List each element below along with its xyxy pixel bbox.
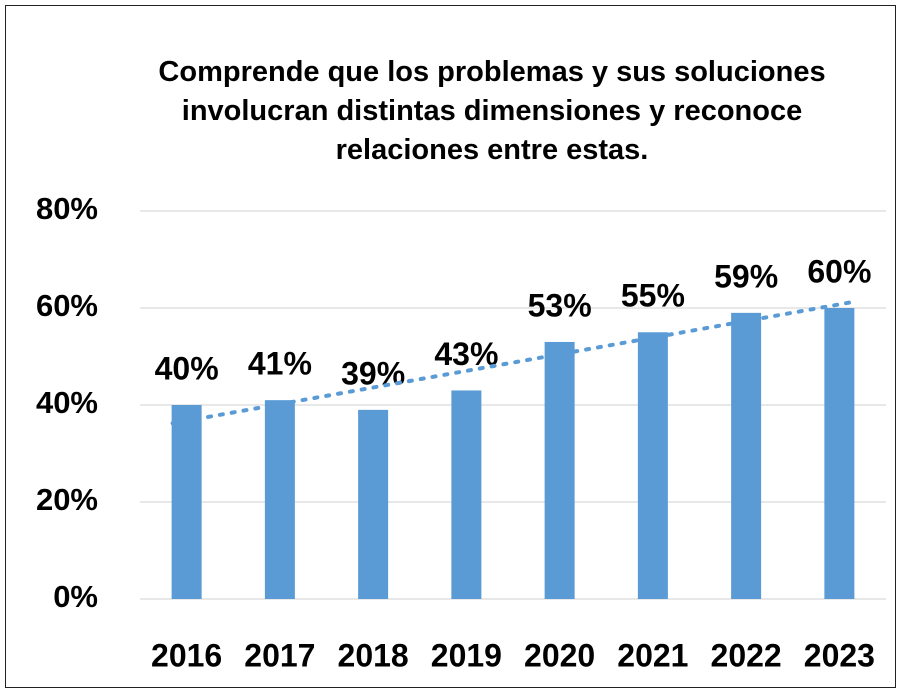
x-tick-label: 2017 bbox=[244, 637, 315, 673]
bar bbox=[544, 341, 575, 599]
bar bbox=[637, 332, 668, 599]
data-label: 43% bbox=[434, 336, 498, 372]
data-label: 40% bbox=[155, 350, 219, 386]
bar bbox=[824, 308, 855, 599]
x-tick-label: 2020 bbox=[524, 637, 595, 673]
y-tick-label: 20% bbox=[36, 482, 98, 517]
chart-border bbox=[5, 5, 896, 688]
bar bbox=[451, 390, 482, 599]
y-tick-label: 0% bbox=[53, 579, 98, 614]
bar bbox=[264, 400, 295, 599]
x-tick-label: 2016 bbox=[151, 637, 222, 673]
x-tick-label: 2019 bbox=[431, 637, 502, 673]
y-tick-label: 60% bbox=[36, 288, 98, 323]
x-tick-label: 2022 bbox=[711, 637, 782, 673]
data-label: 39% bbox=[341, 355, 405, 391]
data-label: 53% bbox=[528, 287, 592, 323]
data-label: 60% bbox=[807, 253, 871, 289]
data-label: 59% bbox=[714, 258, 778, 294]
data-label: 55% bbox=[621, 278, 685, 314]
data-label: 41% bbox=[248, 346, 312, 382]
bar bbox=[171, 405, 202, 599]
y-tick-label: 40% bbox=[36, 385, 98, 420]
chart-title: Comprende que los problemas y sus soluci… bbox=[158, 56, 826, 166]
trendline bbox=[170, 299, 856, 426]
bar bbox=[731, 312, 762, 599]
bar bbox=[358, 409, 389, 599]
x-tick-label: 2018 bbox=[338, 637, 409, 673]
y-tick-label: 80% bbox=[36, 191, 98, 226]
x-tick-label: 2023 bbox=[804, 637, 875, 673]
x-tick-label: 2021 bbox=[617, 637, 688, 673]
